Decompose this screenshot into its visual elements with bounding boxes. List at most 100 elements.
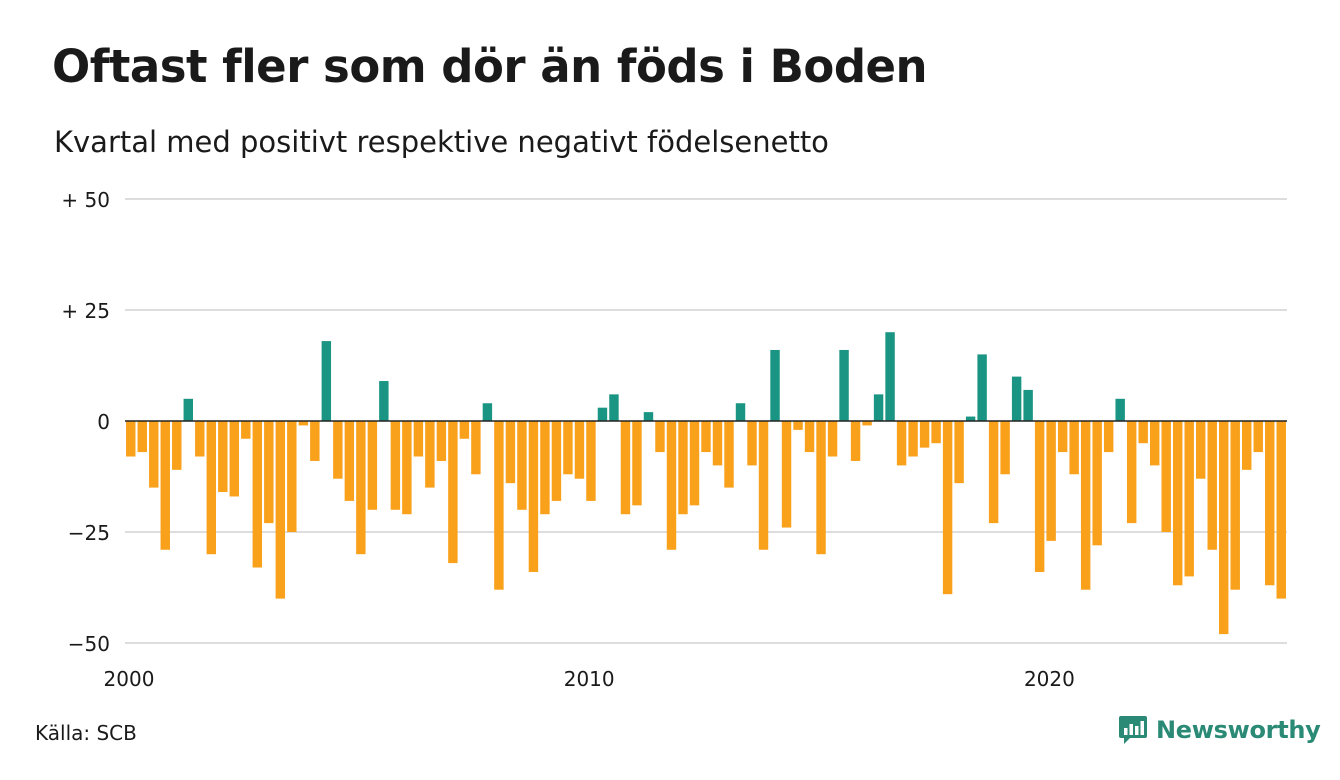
- bar-negative: [494, 421, 504, 590]
- bar-negative: [264, 421, 274, 524]
- x-tick-label: 2000: [104, 667, 155, 691]
- bar-negative: [172, 421, 182, 470]
- bar-negative: [931, 421, 941, 444]
- brand-logo: Newsworthy: [1118, 713, 1321, 747]
- bar-negative: [678, 421, 688, 515]
- bar-negative: [413, 421, 424, 457]
- bar-negative: [862, 421, 872, 426]
- bar-negative: [1230, 421, 1240, 590]
- y-tick-label: −50: [68, 632, 110, 656]
- x-tick-label: 2020: [1024, 667, 1075, 691]
- bar-positive: [321, 341, 332, 421]
- bar-negative: [793, 421, 803, 430]
- bar-negative: [1149, 421, 1160, 466]
- bar-negative: [1046, 421, 1056, 541]
- bar-negative: [1219, 421, 1229, 635]
- bar-negative: [137, 421, 147, 453]
- bar-positive: [839, 349, 849, 421]
- bar-negative: [425, 421, 435, 488]
- bar-negative: [298, 421, 309, 426]
- bar-negative: [1172, 421, 1183, 586]
- chart-title: Oftast fler som dör än föds i Boden: [52, 40, 928, 93]
- bar-negative: [1069, 421, 1079, 475]
- bar-negative: [954, 421, 964, 484]
- chart-subtitle: Kvartal med positivt respektive negativt…: [54, 125, 829, 159]
- bar-positive: [873, 394, 884, 421]
- bar-positive: [482, 403, 493, 421]
- bar-negative: [1034, 421, 1045, 572]
- bar-positive: [183, 398, 193, 421]
- bar-negative: [1103, 421, 1114, 453]
- bar-negative: [620, 421, 631, 515]
- bars: [126, 332, 1286, 635]
- bar-positive: [609, 394, 619, 421]
- bar-negative: [1242, 421, 1252, 470]
- bar-negative: [574, 421, 585, 479]
- bar-negative: [908, 421, 918, 457]
- bar-negative: [1000, 421, 1010, 475]
- bar-negative: [448, 421, 458, 564]
- y-axis-labels: + 50 + 25 0 −25 −50: [61, 188, 110, 656]
- bar-negative: [275, 421, 286, 599]
- bar-negative: [1138, 421, 1148, 444]
- bar-negative: [712, 421, 723, 466]
- bar-negative: [252, 421, 263, 568]
- bar-negative: [1184, 421, 1194, 577]
- bar-negative: [195, 421, 205, 457]
- bar-negative: [149, 421, 159, 488]
- y-tick-label: + 25: [61, 299, 110, 323]
- bar-negative: [655, 421, 665, 453]
- bar-positive: [770, 349, 780, 421]
- bar-negative: [241, 421, 251, 439]
- bar-negative: [540, 421, 550, 515]
- brand-name: Newsworthy: [1156, 716, 1321, 744]
- bar-negative: [367, 421, 378, 510]
- bar-negative: [333, 421, 343, 479]
- x-tick-label: 2010: [564, 667, 615, 691]
- bar-negative: [988, 421, 999, 524]
- bar-positive: [977, 354, 987, 421]
- x-axis-labels: 2000 2010 2020: [104, 667, 1075, 691]
- bar-negative: [517, 421, 527, 510]
- bar-negative: [528, 421, 539, 572]
- bar-positive: [1011, 376, 1022, 421]
- bar-negative: [1092, 421, 1102, 546]
- bar-negative: [758, 421, 769, 550]
- bar-negative: [1057, 421, 1068, 453]
- bar-negative: [1126, 421, 1137, 524]
- bar-negative: [896, 421, 907, 466]
- bar-negative: [701, 421, 711, 453]
- bar-negative: [942, 421, 953, 595]
- bar-negative: [1253, 421, 1263, 453]
- bar-negative: [1080, 421, 1091, 590]
- bar-positive: [379, 381, 389, 421]
- bar-negative: [206, 421, 216, 555]
- bar-negative: [689, 421, 700, 506]
- bar-negative: [287, 421, 297, 532]
- bar-negative: [229, 421, 240, 497]
- bar-negative: [505, 421, 516, 484]
- bar-negative: [747, 421, 757, 466]
- bar-negative: [126, 421, 136, 457]
- bar-negative: [850, 421, 861, 461]
- bar-positive: [1115, 398, 1125, 421]
- bar-positive: [965, 416, 976, 421]
- y-tick-label: 0: [97, 410, 110, 434]
- bar-negative: [1276, 421, 1286, 599]
- bar-negative: [310, 421, 320, 461]
- bar-positive: [597, 407, 608, 421]
- bar-negative: [1196, 421, 1206, 479]
- bar-negative: [551, 421, 562, 501]
- bar-negative: [666, 421, 677, 550]
- bar-negative: [471, 421, 481, 475]
- bar-negative: [827, 421, 838, 457]
- bar-negative: [390, 421, 401, 510]
- bar-negative: [402, 421, 412, 515]
- bar-negative: [563, 421, 573, 475]
- bar-negative: [586, 421, 596, 501]
- bar-negative: [816, 421, 826, 555]
- bar-negative: [632, 421, 642, 506]
- bar-positive: [735, 403, 746, 421]
- bar-negative: [218, 421, 228, 493]
